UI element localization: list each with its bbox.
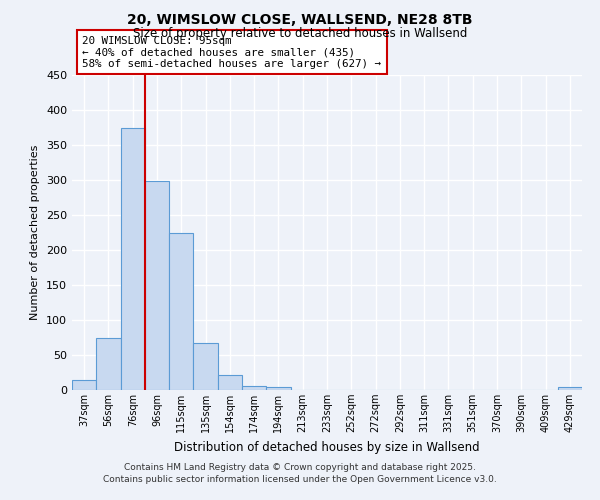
Text: Contains HM Land Registry data © Crown copyright and database right 2025.: Contains HM Land Registry data © Crown c… — [124, 464, 476, 472]
Y-axis label: Number of detached properties: Number of detached properties — [31, 145, 40, 320]
Text: Size of property relative to detached houses in Wallsend: Size of property relative to detached ho… — [133, 28, 467, 40]
Bar — [193, 343, 218, 390]
Bar — [96, 338, 121, 390]
Text: 20 WIMSLOW CLOSE: 95sqm
← 40% of detached houses are smaller (435)
58% of semi-d: 20 WIMSLOW CLOSE: 95sqm ← 40% of detache… — [82, 36, 381, 68]
Bar — [558, 386, 582, 390]
Bar — [169, 232, 193, 390]
Bar — [72, 380, 96, 390]
Text: 20, WIMSLOW CLOSE, WALLSEND, NE28 8TB: 20, WIMSLOW CLOSE, WALLSEND, NE28 8TB — [127, 12, 473, 26]
X-axis label: Distribution of detached houses by size in Wallsend: Distribution of detached houses by size … — [174, 440, 480, 454]
Bar — [145, 182, 169, 390]
Text: Contains public sector information licensed under the Open Government Licence v3: Contains public sector information licen… — [103, 475, 497, 484]
Bar — [242, 386, 266, 390]
Bar — [218, 374, 242, 390]
Bar — [121, 128, 145, 390]
Bar — [266, 386, 290, 390]
